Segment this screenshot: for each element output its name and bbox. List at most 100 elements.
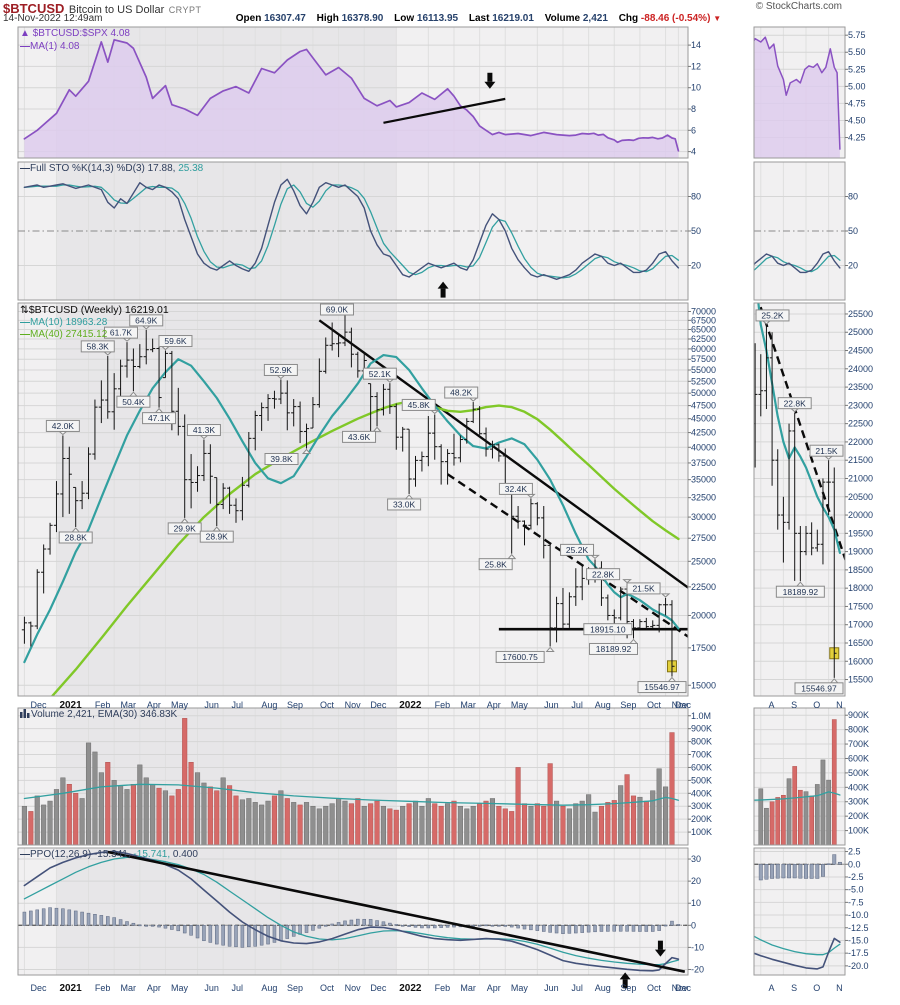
quote-change-value: -88.46 (-0.54%) xyxy=(640,13,711,24)
panel-volume-main: 1.0M 900K 800K 700K 600K 500K 400K 300K 200K 100K xyxy=(17,707,712,846)
svg-text:25.2K: 25.2K xyxy=(566,545,589,555)
copyright[interactable]: © StockCharts.com xyxy=(755,1,842,12)
svg-text:4.25: 4.25 xyxy=(848,133,866,143)
svg-text:-10: -10 xyxy=(691,942,704,952)
svg-text:Jun: Jun xyxy=(204,700,219,710)
svg-text:Sep: Sep xyxy=(287,983,303,993)
svg-text:-5.0: -5.0 xyxy=(848,885,864,895)
svg-text:N: N xyxy=(836,983,843,993)
svg-text:Oct: Oct xyxy=(320,983,335,993)
svg-text:May: May xyxy=(511,700,529,710)
svg-text:12: 12 xyxy=(691,61,701,71)
quote-change: Chg -88.46 (-0.54%) ▼ xyxy=(619,13,721,24)
svg-text:Jun: Jun xyxy=(544,983,559,993)
svg-text:15546.97: 15546.97 xyxy=(644,682,680,692)
svg-text:2021: 2021 xyxy=(59,983,82,994)
svg-text:20: 20 xyxy=(691,261,701,271)
svg-text:45000: 45000 xyxy=(691,414,716,424)
svg-text:800K: 800K xyxy=(691,737,712,747)
svg-text:25000: 25000 xyxy=(691,556,716,566)
svg-text:Jun: Jun xyxy=(204,983,219,993)
svg-text:20000: 20000 xyxy=(848,510,873,520)
svg-text:52.9K: 52.9K xyxy=(270,365,293,375)
svg-text:-7.5: -7.5 xyxy=(848,897,864,907)
svg-text:Apr: Apr xyxy=(147,700,161,710)
svg-text:Jun: Jun xyxy=(544,700,559,710)
svg-text:24000: 24000 xyxy=(848,364,873,374)
svg-text:700K: 700K xyxy=(848,739,869,749)
svg-text:Jul: Jul xyxy=(232,700,244,710)
svg-text:57500: 57500 xyxy=(691,354,716,364)
svg-text:5.25: 5.25 xyxy=(848,64,866,74)
svg-text:Apr: Apr xyxy=(487,983,501,993)
svg-text:Feb: Feb xyxy=(95,983,111,993)
svg-text:Sep: Sep xyxy=(620,700,636,710)
panel-stoch-main: 80 50 20 xyxy=(17,161,701,301)
svg-text:Sep: Sep xyxy=(287,700,303,710)
quote-last-label: Last xyxy=(468,13,490,24)
svg-text:-20.0: -20.0 xyxy=(848,961,869,971)
chart-datetime: 14-Nov-2022 12:49am xyxy=(3,13,103,24)
svg-text:Feb: Feb xyxy=(435,700,451,710)
svg-text:17500: 17500 xyxy=(848,601,873,611)
svg-text:59.6K: 59.6K xyxy=(164,336,187,346)
quote-high: High 16378.90 xyxy=(317,13,384,24)
svg-text:-17.5: -17.5 xyxy=(848,948,869,958)
svg-text:200K: 200K xyxy=(848,811,869,821)
svg-text:25500: 25500 xyxy=(848,309,873,319)
svg-text:Oct: Oct xyxy=(647,983,662,993)
svg-text:Mar: Mar xyxy=(460,700,476,710)
svg-text:Mar: Mar xyxy=(460,983,476,993)
svg-text:27500: 27500 xyxy=(691,533,716,543)
quote-low-label: Low xyxy=(394,13,415,24)
quote-open-value: 16307.47 xyxy=(264,13,306,24)
x-axis-labels: Dec 2021 Feb Mar Apr May Jun Jul Aug Sep Oct Nov Dec… xyxy=(31,700,843,994)
svg-text:14: 14 xyxy=(691,40,701,50)
svg-text:22.8K: 22.8K xyxy=(784,398,807,408)
svg-text:40000: 40000 xyxy=(691,442,716,452)
svg-text:35000: 35000 xyxy=(691,475,716,485)
svg-text:69.0K: 69.0K xyxy=(326,305,349,315)
svg-text:Oct: Oct xyxy=(320,700,335,710)
svg-text:Jul: Jul xyxy=(571,700,583,710)
panel-price-mini: 25.2K 22.8K 18189.92 21.5K 15546.97 25500 2500… xyxy=(753,302,873,697)
ticker-symbol[interactable]: $BTCUSD xyxy=(3,1,65,16)
svg-text:S: S xyxy=(791,983,797,993)
svg-text:65000: 65000 xyxy=(691,324,716,334)
svg-text:15500: 15500 xyxy=(848,675,873,685)
svg-text:33.0K: 33.0K xyxy=(393,500,416,510)
svg-text:6: 6 xyxy=(691,125,696,135)
quote-open-label: Open xyxy=(235,13,262,24)
svg-text:19500: 19500 xyxy=(848,528,873,538)
svg-text:-15.0: -15.0 xyxy=(848,935,869,945)
svg-text:Aug: Aug xyxy=(261,983,277,993)
svg-text:500K: 500K xyxy=(848,768,869,778)
svg-text:50000: 50000 xyxy=(691,388,716,398)
svg-text:52500: 52500 xyxy=(691,376,716,386)
svg-text:May: May xyxy=(171,700,189,710)
svg-text:21.5K: 21.5K xyxy=(632,584,655,594)
svg-text:61.7K: 61.7K xyxy=(110,328,133,338)
quote-high-value: 16378.90 xyxy=(341,13,384,24)
svg-text:O: O xyxy=(813,983,820,993)
svg-text:18189.92: 18189.92 xyxy=(596,644,632,654)
svg-text:Sep: Sep xyxy=(620,983,636,993)
svg-text:Mar: Mar xyxy=(121,983,137,993)
svg-text:58.3K: 58.3K xyxy=(87,341,110,351)
svg-text:20: 20 xyxy=(848,261,858,271)
svg-text:Nov: Nov xyxy=(672,983,689,993)
panel-volume-mini: 900K 800K 700K 600K 500K 400K 300K 200K 100K xyxy=(753,707,869,846)
svg-text:64.9K: 64.9K xyxy=(135,315,158,325)
svg-text:8: 8 xyxy=(691,104,696,114)
quote-volume-label: Volume xyxy=(544,13,581,24)
svg-text:80: 80 xyxy=(691,192,701,202)
svg-text:16000: 16000 xyxy=(848,656,873,666)
panel-ratio-mini: 5.75 5.50 5.25 5.00 4.75 4.50 4.25 xyxy=(753,26,866,159)
panel-stoch-mini: 80 50 20 xyxy=(753,161,858,301)
svg-text:22500: 22500 xyxy=(691,582,716,592)
svg-text:50.4K: 50.4K xyxy=(122,397,145,407)
svg-text:19000: 19000 xyxy=(848,547,873,557)
change-down-icon[interactable]: ▼ xyxy=(713,14,722,23)
